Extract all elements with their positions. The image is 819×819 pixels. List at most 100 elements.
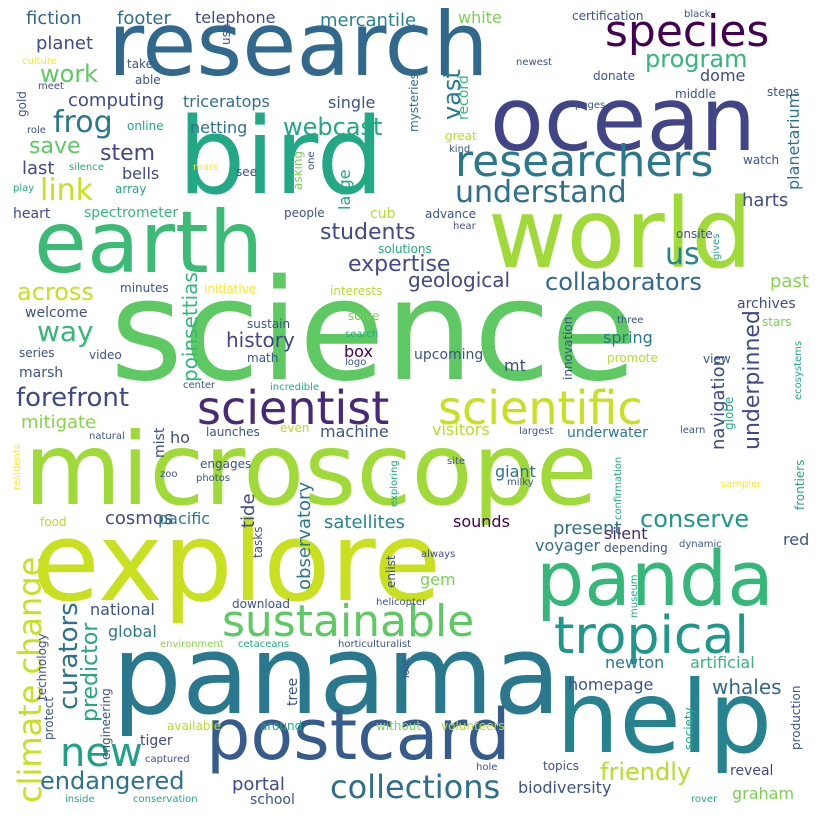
word-certification: certification bbox=[572, 9, 644, 23]
word-download: download bbox=[232, 597, 291, 611]
word-environment: environment bbox=[160, 639, 224, 650]
word-portal: portal bbox=[232, 774, 285, 795]
word-scientist: scientist bbox=[197, 381, 390, 435]
word-see: see bbox=[236, 165, 258, 179]
word-bird: bird bbox=[178, 95, 384, 218]
word-white: white bbox=[458, 8, 502, 27]
word-engineering: engineering bbox=[99, 688, 113, 760]
word-telephone: telephone bbox=[195, 8, 276, 27]
word-planetarium: planetarium bbox=[784, 92, 803, 190]
word-satellites: satellites bbox=[324, 512, 406, 533]
word-fiction: fiction bbox=[26, 8, 82, 29]
word-upcoming: upcoming bbox=[414, 347, 484, 363]
word-program: program bbox=[645, 45, 748, 73]
word-center: center bbox=[183, 380, 216, 391]
word-watch: watch bbox=[743, 153, 780, 167]
word-friendly: friendly bbox=[600, 758, 692, 786]
word-bells: bells bbox=[122, 164, 160, 183]
word-pages: pages bbox=[575, 100, 606, 111]
word-innovation: innovation bbox=[561, 316, 575, 380]
word-steps: steps bbox=[767, 85, 800, 99]
word-scientific: scientific bbox=[438, 381, 643, 435]
word-online: online bbox=[127, 119, 164, 133]
word-us: us bbox=[665, 237, 700, 272]
word-asking: asking bbox=[291, 150, 305, 190]
word-tree: tree bbox=[285, 677, 301, 706]
word-giant: giant bbox=[495, 462, 536, 481]
word-site: site bbox=[447, 456, 466, 467]
word-sampler: sampler bbox=[721, 479, 762, 490]
word-ocean: ocean bbox=[490, 68, 757, 171]
word-search: search bbox=[345, 329, 379, 340]
word-technology: technology bbox=[35, 633, 49, 700]
word-webcast: webcast bbox=[283, 113, 383, 141]
word-cetaceans: cetaceans bbox=[238, 639, 290, 650]
word-voyager: voyager bbox=[535, 536, 601, 555]
word-single: single bbox=[328, 93, 376, 112]
word-microscope: microscope bbox=[24, 411, 598, 528]
word-cosmos: cosmos bbox=[105, 508, 174, 529]
word-spectrometer: spectrometer bbox=[84, 205, 179, 221]
word-past: past bbox=[770, 271, 809, 292]
word-gives: gives bbox=[711, 233, 722, 260]
word-helicopter: helicopter bbox=[376, 597, 427, 608]
word-poinsettias: poinsettias bbox=[178, 272, 202, 382]
word-work: work bbox=[40, 60, 99, 88]
word-available: available bbox=[167, 719, 222, 733]
word-sustain: sustain bbox=[247, 317, 291, 331]
word-depending: depending bbox=[604, 541, 668, 555]
word-black: black bbox=[684, 9, 711, 20]
word-geological: geological bbox=[408, 268, 511, 292]
word-endangered: endangered bbox=[40, 767, 185, 795]
word-national: national bbox=[90, 600, 155, 619]
word-series: series bbox=[19, 346, 55, 360]
word-expertise: expertise bbox=[348, 252, 451, 277]
word-sustainable: sustainable bbox=[222, 596, 475, 647]
word-museum: museum bbox=[629, 574, 640, 618]
word-promote: promote bbox=[607, 351, 658, 365]
word-great: great bbox=[445, 129, 477, 143]
word-link: link bbox=[40, 173, 94, 208]
word-dome: dome bbox=[700, 66, 746, 85]
word-ecosystems: ecosystems bbox=[793, 340, 804, 400]
word-middle: middle bbox=[675, 87, 716, 101]
word-enlist: enlist bbox=[384, 555, 398, 588]
word-visitors: visitors bbox=[432, 420, 490, 439]
word-archives: archives bbox=[737, 296, 796, 312]
word-silence: silence bbox=[69, 162, 104, 173]
word-kind: kind bbox=[449, 144, 471, 155]
word-captured: captured bbox=[145, 754, 190, 765]
word-onsite: onsite bbox=[676, 227, 713, 241]
word-residents: residents bbox=[12, 443, 23, 490]
word-record: record bbox=[456, 75, 472, 120]
word-society: society bbox=[682, 707, 696, 750]
word-solutions: solutions bbox=[378, 242, 432, 256]
word-spring: spring bbox=[603, 328, 653, 347]
word-mist: mist bbox=[152, 427, 168, 458]
word-people: people bbox=[284, 206, 325, 220]
word-species: species bbox=[605, 6, 770, 57]
word-biodiversity: biodiversity bbox=[518, 778, 612, 797]
word-take: take bbox=[127, 57, 153, 71]
word-silent: silent bbox=[604, 524, 648, 543]
word-role: role bbox=[27, 125, 46, 136]
word-school: school bbox=[250, 792, 295, 808]
word-confirmation: confirmation bbox=[613, 456, 624, 520]
word-launches: launches bbox=[206, 425, 260, 439]
word-cub: cub bbox=[370, 206, 396, 222]
word-mt: mt bbox=[504, 356, 526, 375]
word-harts: harts bbox=[742, 190, 789, 211]
word-production: production bbox=[789, 685, 803, 750]
word-view: view bbox=[703, 352, 731, 366]
word-stem: stem bbox=[100, 141, 156, 166]
word-logo: logo bbox=[345, 357, 367, 368]
word-array: array bbox=[115, 182, 147, 196]
word-researchers: researchers bbox=[455, 136, 714, 187]
word-always: always bbox=[421, 549, 456, 560]
word-global: global bbox=[108, 622, 157, 641]
word-tasks: tasks bbox=[251, 526, 265, 558]
word-computing: computing bbox=[68, 90, 165, 111]
word-understand: understand bbox=[455, 175, 627, 210]
word-gold: gold bbox=[15, 91, 29, 117]
